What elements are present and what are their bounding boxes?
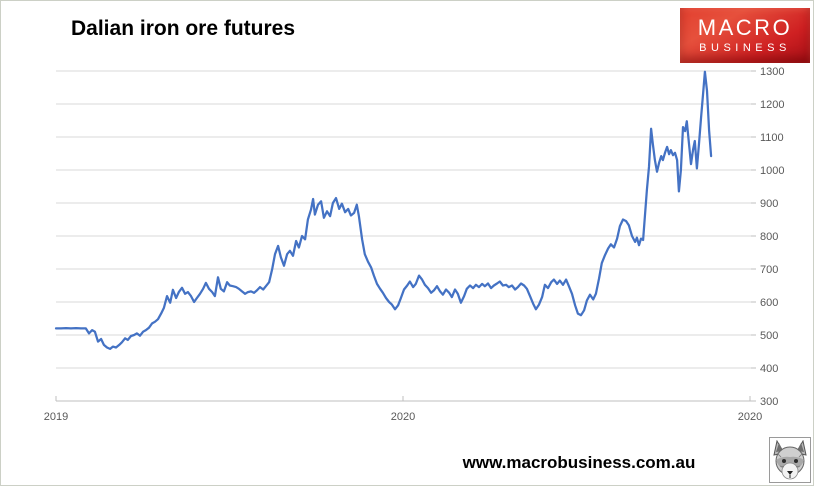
x-axis-label: 2020 — [391, 411, 415, 423]
y-axis-label: 1200 — [760, 99, 784, 111]
y-axis-label: 700 — [760, 264, 778, 276]
wolf-icon — [769, 437, 811, 483]
price-line — [54, 70, 713, 351]
y-axis-label: 400 — [760, 363, 778, 375]
macrobusiness-logo: MACRO BUSINESS — [680, 8, 810, 63]
y-axis-label: 900 — [760, 198, 778, 210]
y-axis-label: 1000 — [760, 165, 784, 177]
website-url: www.macrobusiness.com.au — [462, 453, 696, 472]
x-axis-label: 2020 — [738, 411, 762, 423]
y-axis-label: 600 — [760, 297, 778, 309]
y-axis-label: 500 — [760, 330, 778, 342]
logo-text-business: BUSINESS — [699, 42, 791, 54]
page-title: Dalian iron ore futures — [71, 17, 296, 40]
y-axis-label: 1100 — [760, 132, 784, 144]
y-axis-label: 300 — [760, 396, 778, 408]
y-axis-label: 1300 — [760, 66, 784, 78]
y-axis-label: 800 — [760, 231, 778, 243]
x-axis-label: 2019 — [44, 411, 68, 423]
logo-text-macro: MACRO — [697, 15, 793, 40]
wolf-icon-drawing — [773, 440, 807, 480]
